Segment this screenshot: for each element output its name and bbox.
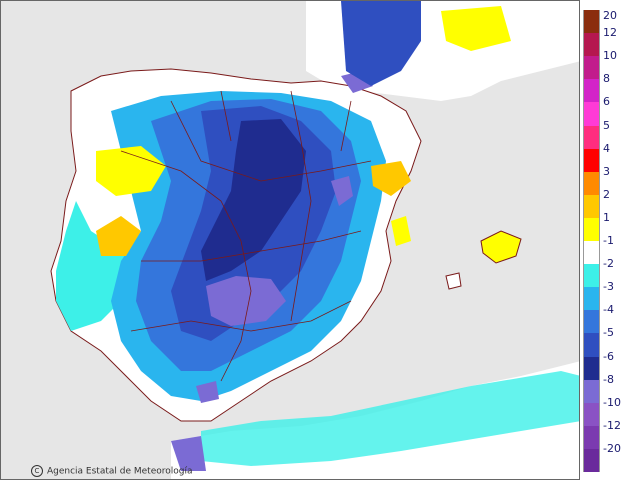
administrative-boundaries: [120, 90, 372, 382]
legend-label: -10: [603, 395, 621, 409]
legend-swatch: [583, 33, 600, 57]
legend-label: 10: [603, 49, 617, 63]
ibiza-island: [445, 272, 462, 290]
legend-swatch: [583, 194, 600, 219]
credit-label: Agencia Estatal de Meteorología: [47, 466, 193, 477]
anomaly-zone-orange-east: [371, 161, 411, 196]
legend-swatch: [583, 402, 600, 427]
legend-swatch: [583, 287, 600, 311]
legend-label: 12: [603, 26, 617, 40]
legend-swatch: [583, 171, 600, 196]
legend-label: 6: [603, 95, 610, 109]
legend-swatch: [583, 333, 600, 357]
legend-label: 1: [603, 210, 610, 224]
legend-swatch: [583, 448, 600, 473]
anomaly-zone-purple-south: [196, 381, 219, 403]
anomaly-map: [1, 1, 579, 479]
legend-swatch: [583, 102, 600, 126]
anomaly-zone-purple-center: [206, 276, 286, 326]
legend-label: 3: [603, 164, 610, 178]
legend-swatch: [583, 310, 600, 334]
credit-text: C Agencia Estatal de Meteorología: [31, 465, 193, 477]
legend-swatch: [583, 241, 600, 265]
legend-label: 20: [603, 9, 617, 22]
aemet-logo: aemet: [491, 457, 553, 476]
legend-label: -20: [603, 441, 621, 455]
anomaly-zone-yellow-france: [441, 6, 511, 51]
legend-swatch: [583, 425, 600, 450]
legend-label: -8: [603, 372, 614, 386]
legend-label: -6: [603, 349, 614, 363]
legend-label: -2: [603, 257, 614, 271]
anomaly-zone-yellow-valencia: [391, 216, 411, 246]
copyright-icon: C: [31, 465, 43, 477]
legend-swatch: [583, 10, 600, 34]
legend-swatch: [583, 79, 600, 103]
legend-swatch: [583, 379, 600, 404]
legend-label: 4: [603, 141, 610, 155]
anomaly-zone-yellow-west: [96, 146, 166, 196]
legend-label: -12: [603, 418, 621, 432]
anomaly-zone-navy: [201, 119, 306, 281]
legend-swatch: [583, 264, 600, 288]
anomaly-zone-pyrenees: [341, 1, 421, 86]
legend-label: -1: [603, 234, 614, 247]
legend-swatch: [583, 56, 600, 80]
legend-label: -4: [603, 303, 614, 317]
legend-label: -3: [603, 280, 614, 294]
anomaly-zone-north-africa: [201, 371, 579, 466]
legend-swatch: [583, 217, 600, 242]
legend-swatch: [583, 125, 600, 150]
anomaly-zone-strait: [171, 436, 206, 471]
balearic-islands: [480, 230, 522, 264]
legend-label: -5: [603, 326, 614, 340]
legend-label: 8: [603, 72, 610, 86]
color-legend: 20 12 10 8 6 5 4 3 2 1 -1 -2 -3 -4 -5 -6 -8 -10 -12 -20: [583, 10, 630, 478]
anomaly-zone-orange-west: [96, 216, 141, 256]
legend-swatch: [583, 148, 600, 173]
legend-label: 2: [603, 187, 610, 201]
map-panel: C Agencia Estatal de Meteorología aemet: [0, 0, 580, 480]
legend-label: 5: [603, 118, 610, 132]
anomaly-zone-purple-east: [331, 176, 353, 206]
legend-swatch: [583, 356, 600, 381]
